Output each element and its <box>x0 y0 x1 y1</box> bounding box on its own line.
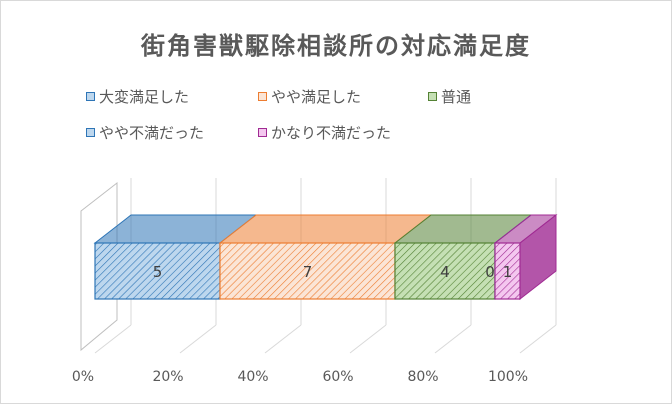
data-label-3: 0 <box>485 263 495 281</box>
x-tick-label: 60% <box>322 369 353 385</box>
data-label-1: 7 <box>303 263 313 281</box>
legend-swatch-neutral <box>428 91 437 101</box>
x-axis-ticks: 0% 20% 40% 60% 80% 100% <box>72 369 528 385</box>
bar-segments <box>93 213 558 301</box>
bar-segment-0 <box>94 242 221 300</box>
bar-top-1 <box>218 214 433 244</box>
legend-label-very-satisfied: 大変満足した <box>99 87 190 106</box>
x-tick-label: 40% <box>237 369 268 385</box>
legend-item-very-satisfied: 大変満足した <box>86 86 189 106</box>
legend-swatch-somewhat-satisfied <box>258 91 267 101</box>
legend-item-somewhat-dissatisfied: やや不満だった <box>86 122 204 142</box>
x-tick-label: 80% <box>407 369 438 385</box>
data-label-4: 1 <box>503 263 513 281</box>
gridline-floor-2 <box>264 324 302 354</box>
x-tick-label: 0% <box>72 369 94 385</box>
bar-segment-4 <box>494 242 521 300</box>
side-wall <box>80 181 118 352</box>
legend-item-neutral: 普通 <box>428 86 471 106</box>
x-tick-label: 20% <box>152 369 183 385</box>
legend-swatch-very-satisfied <box>86 91 95 101</box>
gridline-floor-1 <box>179 324 217 354</box>
legend-item-very-dissatisfied: かなり不満だった <box>258 122 391 142</box>
data-label-2: 4 <box>440 263 450 281</box>
gridline-floor-3 <box>349 324 387 354</box>
x-tick-label: 100% <box>488 369 528 385</box>
legend-item-somewhat-satisfied: やや満足した <box>258 86 361 106</box>
legend-label-somewhat-dissatisfied: やや不満だった <box>99 123 205 142</box>
gridline-floor-5 <box>519 324 557 354</box>
legend-swatch-somewhat-dissatisfied <box>86 127 95 137</box>
gridline-floor-4 <box>434 324 472 354</box>
legend-label-neutral: 普通 <box>441 87 472 106</box>
chart-title: 街角害獣駆除相談所の対応満足度 <box>141 32 531 60</box>
bar-side-4 <box>519 213 557 301</box>
gridline-floor-0 <box>94 324 132 354</box>
legend-label-somewhat-satisfied: やや満足した <box>271 87 362 106</box>
legend-swatch-very-dissatisfied <box>258 127 267 137</box>
data-label-0: 5 <box>153 263 163 281</box>
legend-label-very-dissatisfied: かなり不満だった <box>271 123 392 142</box>
bar-segment-2 <box>394 242 496 300</box>
